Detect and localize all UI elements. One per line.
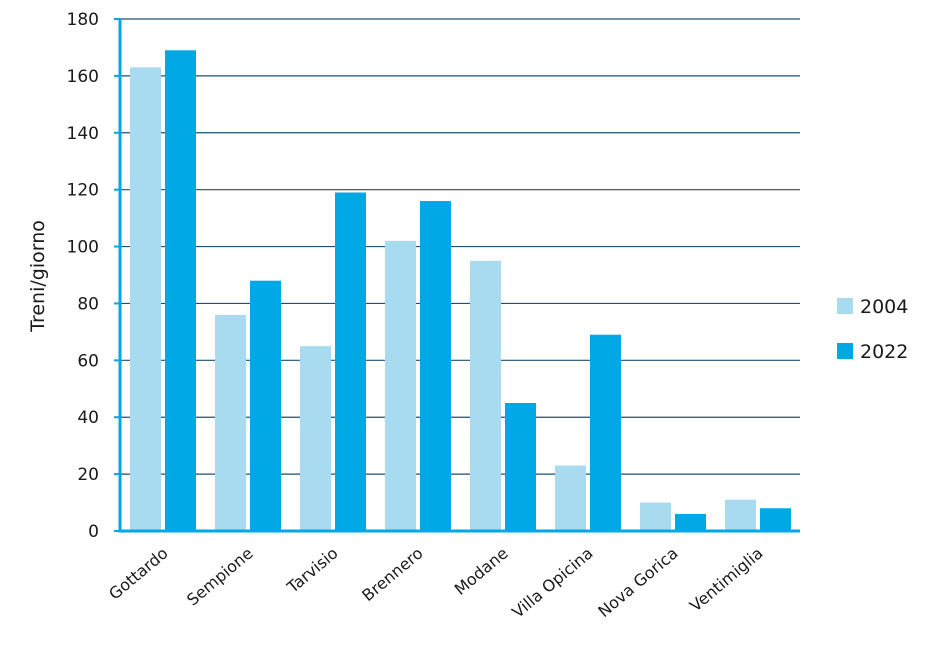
x-category-label: Villa Opicina	[508, 544, 596, 622]
y-tick-label: 100	[67, 238, 99, 258]
bar-2022-modane	[505, 403, 536, 531]
bar-2022-villa-opicina	[590, 334, 621, 531]
legend-label-2022: 2022	[860, 341, 908, 363]
legend: 2004 2022	[837, 296, 908, 363]
bar-2004-sempione	[215, 314, 246, 531]
x-category-label: Ventimiglia	[686, 544, 767, 616]
y-tick-label: 80	[77, 294, 99, 314]
x-category-label: Brennero	[358, 544, 426, 606]
bar-2022-gottardo	[165, 50, 196, 532]
y-tick-label: 0	[88, 522, 99, 542]
y-tick-label: 20	[77, 465, 99, 485]
x-category-label: Modane	[451, 544, 512, 599]
legend-swatch-2022	[837, 343, 853, 359]
bar-2022-brennero	[420, 201, 451, 532]
y-tick-label: 120	[67, 181, 99, 201]
x-category-label: Tarvisio	[283, 544, 342, 598]
bar-2004-nova-gorica	[640, 502, 671, 531]
legend-label-2004: 2004	[860, 296, 908, 318]
y-tick-label: 140	[67, 124, 99, 144]
y-axis-title: Treni/giorno	[27, 220, 49, 333]
axes	[114, 18, 800, 533]
bar-2004-tarvisio	[300, 346, 331, 531]
bar-2004-villa-opicina	[555, 465, 586, 531]
bar-2004-modane	[470, 260, 501, 531]
x-category-label: Sempione	[183, 544, 256, 610]
bar-2004-gottardo	[130, 67, 161, 531]
bar-2022-sempione	[250, 280, 281, 531]
y-tick-label: 160	[67, 67, 99, 87]
bar-2022-tarvisio	[335, 192, 366, 531]
x-category-label: Nova Gorica	[594, 544, 681, 622]
legend-swatch-2004	[837, 298, 853, 314]
y-tick-label: 180	[67, 10, 99, 30]
bar-2004-brennero	[385, 240, 416, 531]
y-tick-label: 40	[77, 408, 99, 428]
y-tick-labels: 0 20 40 60 80 100 120 140 160 180	[67, 10, 99, 542]
x-category-label: Gottardo	[105, 544, 171, 604]
y-tick-label: 60	[77, 351, 99, 371]
bar-2022-nova-gorica	[675, 513, 706, 531]
bar-2022-ventimiglia	[760, 508, 791, 531]
bars	[130, 50, 791, 532]
bar-2004-ventimiglia	[725, 499, 756, 531]
x-category-labels: Gottardo Sempione Tarvisio Brennero ModaneVi…	[105, 544, 766, 622]
